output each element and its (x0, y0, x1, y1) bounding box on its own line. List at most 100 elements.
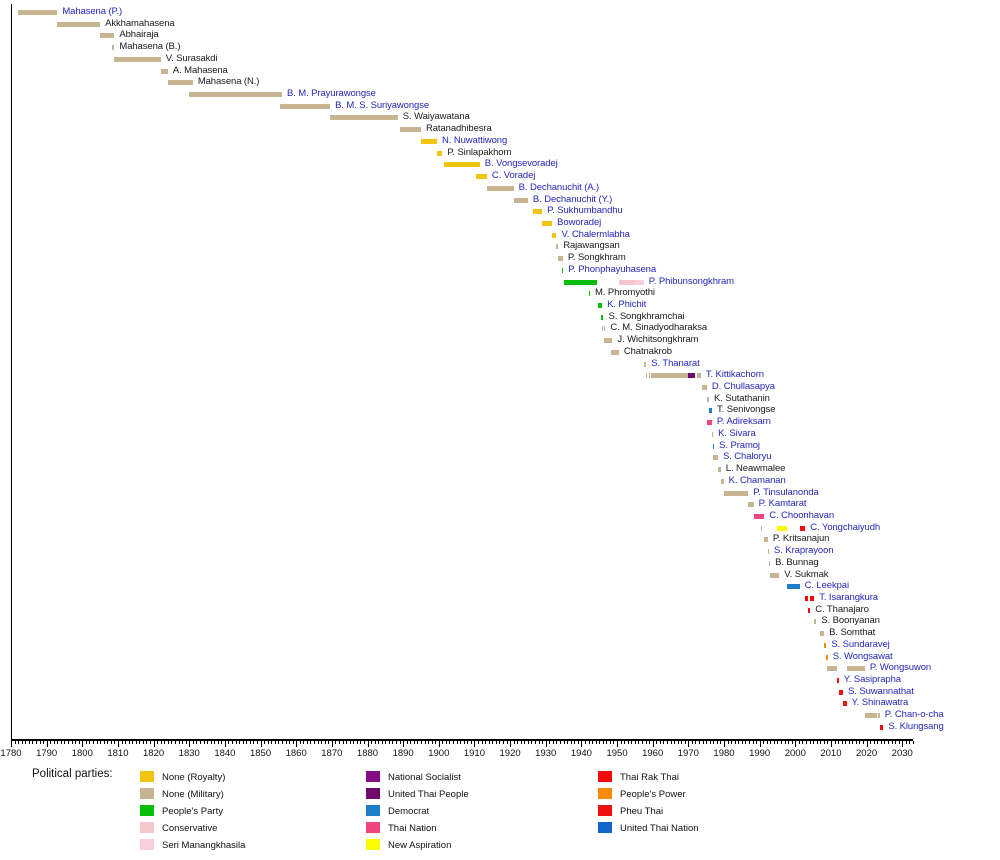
term-bar (701, 385, 707, 391)
axis-tick-label: 1980 (713, 748, 735, 759)
minor-tick (160, 740, 162, 744)
minor-tick (235, 740, 237, 744)
minor-tick (595, 740, 597, 744)
minister-name: S. Chaloryu (722, 451, 772, 463)
major-tick (331, 740, 333, 747)
term-bar (805, 596, 809, 601)
term-bar (643, 361, 647, 367)
minister-name: S. Pramoj (719, 439, 760, 451)
minor-tick (132, 740, 134, 744)
minor-tick (748, 740, 750, 744)
minor-tick (435, 740, 437, 744)
major-tick (189, 740, 191, 747)
minor-tick (642, 740, 643, 744)
term-bar (588, 291, 590, 297)
minor-tick (777, 740, 779, 744)
minister-name: K. Phichit (607, 299, 647, 310)
minor-tick (281, 740, 283, 744)
term-bar (688, 373, 696, 379)
minister-name: P. Kamtarat (758, 498, 807, 510)
minor-tick (513, 740, 515, 744)
minor-tick (406, 740, 408, 744)
minor-tick (820, 740, 822, 744)
minister-name: B. Dechanuchit (A.) (518, 181, 600, 193)
minor-tick (453, 740, 455, 744)
minor-tick (167, 740, 169, 744)
legend-swatch (598, 788, 612, 799)
legend-label: United Thai Nation (620, 823, 699, 834)
minister-name: N. Nuwattiwong (442, 134, 508, 146)
minor-tick (199, 740, 201, 744)
term-bar (280, 103, 331, 109)
legend-swatch (366, 771, 380, 782)
term-bar (563, 279, 597, 285)
minister-name: S. Sundaravej (831, 638, 890, 650)
minister-name: C. Yongchaiyudh (810, 521, 881, 533)
minor-tick (256, 740, 258, 744)
minor-tick (39, 740, 41, 744)
minor-tick (146, 740, 148, 744)
term-bar (649, 373, 651, 379)
minor-tick (798, 740, 800, 744)
minor-tick (335, 740, 337, 744)
minor-tick (756, 740, 758, 744)
minor-tick (139, 740, 141, 744)
term-bar (650, 373, 689, 379)
minor-tick (613, 740, 615, 744)
term-bar (720, 478, 724, 484)
term-bar (808, 607, 811, 613)
minor-tick (192, 740, 194, 744)
minor-tick (620, 740, 622, 744)
minor-tick (584, 740, 586, 744)
axis-tick-label: 1950 (606, 748, 628, 759)
term-bar (712, 443, 715, 449)
axis-tick-label: 1930 (535, 748, 557, 759)
minor-tick (103, 740, 105, 744)
legend-title: Political parties: (32, 768, 113, 780)
minor-tick (21, 740, 23, 744)
minister-name: C. Leekpai (804, 580, 850, 592)
minor-tick (813, 740, 815, 744)
minor-tick (210, 740, 212, 744)
term-bar (603, 338, 613, 344)
minor-tick (602, 740, 604, 744)
minor-tick (96, 740, 98, 744)
minor-tick (674, 740, 676, 744)
minor-tick (314, 740, 316, 744)
term-bar (826, 654, 828, 660)
minor-tick (60, 740, 62, 744)
axis-tick-label: 1880 (356, 748, 379, 759)
minor-tick (232, 740, 234, 744)
minor-tick (353, 740, 355, 744)
minor-tick (784, 740, 786, 744)
minor-tick (442, 740, 444, 744)
minister-name: A. Mahasena (172, 64, 228, 76)
minor-tick (267, 740, 269, 744)
minor-tick (25, 740, 27, 744)
minister-name: T. Senivongse (717, 404, 776, 416)
minor-tick (884, 740, 886, 744)
minor-tick (142, 740, 144, 744)
term-bar (776, 525, 788, 531)
term-bar (710, 408, 712, 414)
major-tick (830, 740, 832, 747)
minor-tick (53, 740, 55, 744)
legend-swatch (366, 788, 380, 799)
minister-name: C. Choonhavan (769, 509, 834, 521)
minor-tick (574, 740, 576, 744)
minor-tick (349, 740, 351, 744)
minister-name: P. Phibunsongkhram (648, 275, 734, 287)
axis-tick-label: 2010 (820, 748, 842, 759)
minor-tick (638, 740, 640, 744)
term-bar (696, 373, 701, 379)
y-axis-line (11, 4, 13, 741)
minor-tick (670, 740, 672, 744)
minister-name: C. Voradej (491, 170, 536, 182)
minor-tick (249, 740, 251, 744)
major-tick (224, 740, 226, 747)
major-tick (474, 740, 476, 747)
minor-tick (463, 740, 465, 744)
minister-name: V. Chalermlabha (561, 228, 630, 240)
minor-tick (577, 740, 579, 744)
term-bar (814, 619, 817, 625)
